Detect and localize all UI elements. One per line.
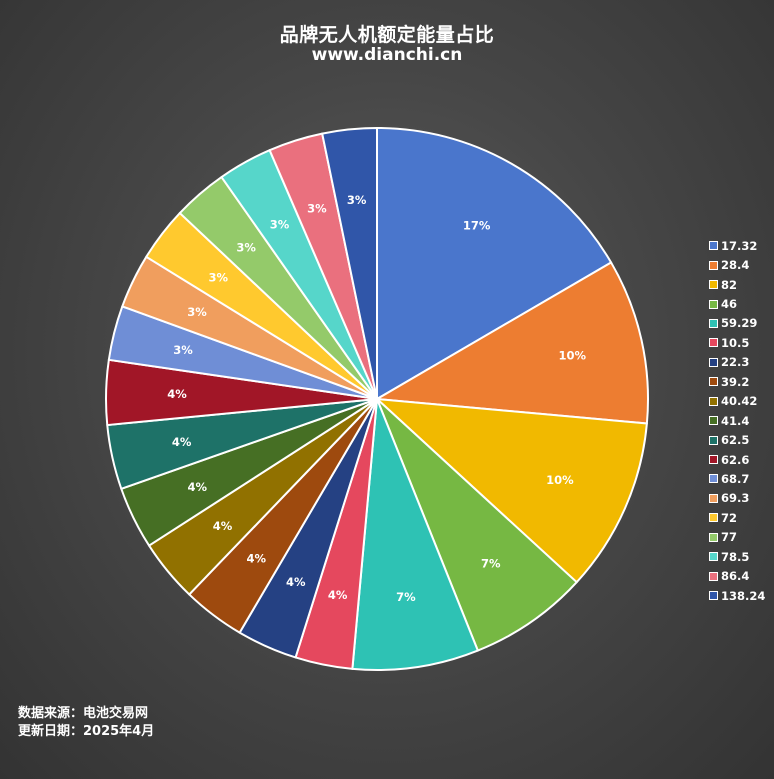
legend-label: 78.5 bbox=[721, 549, 750, 564]
legend-swatch bbox=[709, 396, 718, 406]
legend-item-11: 62.5 bbox=[709, 430, 765, 449]
pie-slice-3 bbox=[376, 398, 648, 584]
legend-swatch bbox=[709, 591, 718, 601]
legend-swatch bbox=[709, 513, 718, 523]
slice-label-10: 4% bbox=[188, 480, 208, 494]
legend-item-7: 22.3 bbox=[709, 353, 765, 372]
legend-swatch bbox=[709, 318, 718, 328]
legend-item-12: 62.6 bbox=[709, 450, 765, 469]
legend-item-18: 86.4 bbox=[709, 566, 765, 585]
legend-label: 86.4 bbox=[721, 569, 750, 584]
slice-label-9: 4% bbox=[213, 519, 233, 533]
legend-item-4: 46 bbox=[709, 294, 765, 313]
legend-label: 22.3 bbox=[721, 355, 750, 370]
chart-legend: 17.32 28.4 82 46 59.29 10.5 22.3 39.2 40.42 41.4 6… bbox=[709, 236, 765, 605]
update-date-text: 更新日期：2025年4月 bbox=[18, 724, 155, 739]
legend-item-15: 72 bbox=[709, 508, 765, 527]
chart-title: 品牌无人机额定能量占比 bbox=[279, 24, 495, 46]
slice-label-7: 4% bbox=[286, 575, 306, 589]
legend-label: 17.32 bbox=[721, 238, 758, 253]
pie-slice-1 bbox=[376, 127, 613, 400]
slice-label-15: 3% bbox=[209, 270, 229, 284]
legend-label: 72 bbox=[721, 510, 738, 525]
legend-label: 68.7 bbox=[721, 471, 750, 486]
legend-swatch bbox=[709, 474, 718, 484]
legend-swatch bbox=[709, 377, 718, 387]
legend-item-9: 40.42 bbox=[709, 392, 765, 411]
slice-label-16: 3% bbox=[236, 241, 256, 255]
legend-label: 62.6 bbox=[721, 452, 750, 467]
legend-label: 69.3 bbox=[721, 491, 750, 506]
legend-label: 40.42 bbox=[721, 394, 758, 409]
slice-label-18: 3% bbox=[307, 201, 327, 215]
legend-swatch bbox=[709, 241, 718, 251]
data-source-note: 数据来源：电池交易网 更新日期：2025年4月 bbox=[18, 705, 154, 741]
slice-label-14: 3% bbox=[187, 305, 207, 319]
legend-swatch bbox=[709, 280, 718, 290]
slice-label-17: 3% bbox=[270, 217, 290, 231]
slice-label-5: 7% bbox=[396, 590, 416, 604]
pie-slice-4 bbox=[376, 398, 578, 652]
legend-swatch bbox=[709, 416, 718, 426]
chart-subtitle: www.dianchi.cn bbox=[311, 45, 463, 65]
slice-label-6: 4% bbox=[328, 588, 348, 602]
slice-label-4: 7% bbox=[481, 557, 501, 571]
legend-swatch bbox=[709, 532, 718, 542]
legend-item-8: 39.2 bbox=[709, 372, 765, 391]
slice-label-1: 17% bbox=[463, 219, 491, 233]
legend-label: 138.24 bbox=[721, 588, 766, 603]
legend-label: 10.5 bbox=[721, 335, 750, 350]
legend-label: 82 bbox=[721, 277, 738, 292]
source-text: 数据来源：电池交易网 bbox=[18, 706, 149, 721]
legend-swatch bbox=[709, 493, 718, 503]
pie-slice-2 bbox=[376, 261, 649, 425]
slice-label-11: 4% bbox=[172, 435, 192, 449]
legend-swatch bbox=[709, 260, 718, 270]
slice-label-13: 3% bbox=[173, 343, 193, 357]
slice-label-12: 4% bbox=[167, 387, 187, 401]
legend-swatch bbox=[709, 571, 718, 581]
pie-slice-5 bbox=[351, 398, 479, 671]
legend-label: 62.5 bbox=[721, 433, 750, 448]
legend-label: 41.4 bbox=[721, 413, 750, 428]
legend-item-5: 59.29 bbox=[709, 314, 765, 333]
legend-item-17: 78.5 bbox=[709, 547, 765, 566]
legend-item-16: 77 bbox=[709, 528, 765, 547]
legend-swatch bbox=[709, 299, 718, 309]
legend-label: 28.4 bbox=[721, 258, 750, 273]
legend-swatch bbox=[709, 338, 718, 348]
legend-swatch bbox=[709, 552, 718, 562]
legend-item-6: 10.5 bbox=[709, 333, 765, 352]
legend-item-19: 138.24 bbox=[709, 586, 765, 605]
legend-item-13: 68.7 bbox=[709, 469, 765, 488]
slice-label-2: 10% bbox=[558, 349, 586, 363]
slice-label-19: 3% bbox=[347, 193, 367, 207]
legend-label: 46 bbox=[721, 297, 738, 312]
legend-item-10: 41.4 bbox=[709, 411, 765, 430]
legend-label: 39.2 bbox=[721, 374, 750, 389]
legend-item-2: 28.4 bbox=[709, 255, 765, 274]
slice-label-3: 10% bbox=[546, 473, 574, 487]
legend-swatch bbox=[709, 435, 718, 445]
slice-label-8: 4% bbox=[246, 551, 266, 565]
legend-item-1: 17.32 bbox=[709, 236, 765, 255]
legend-item-3: 82 bbox=[709, 275, 765, 294]
legend-swatch bbox=[709, 357, 718, 367]
legend-label: 77 bbox=[721, 530, 738, 545]
legend-label: 59.29 bbox=[721, 316, 758, 331]
legend-item-14: 69.3 bbox=[709, 489, 765, 508]
pie-slice-19 bbox=[321, 127, 378, 400]
legend-swatch bbox=[709, 455, 718, 465]
